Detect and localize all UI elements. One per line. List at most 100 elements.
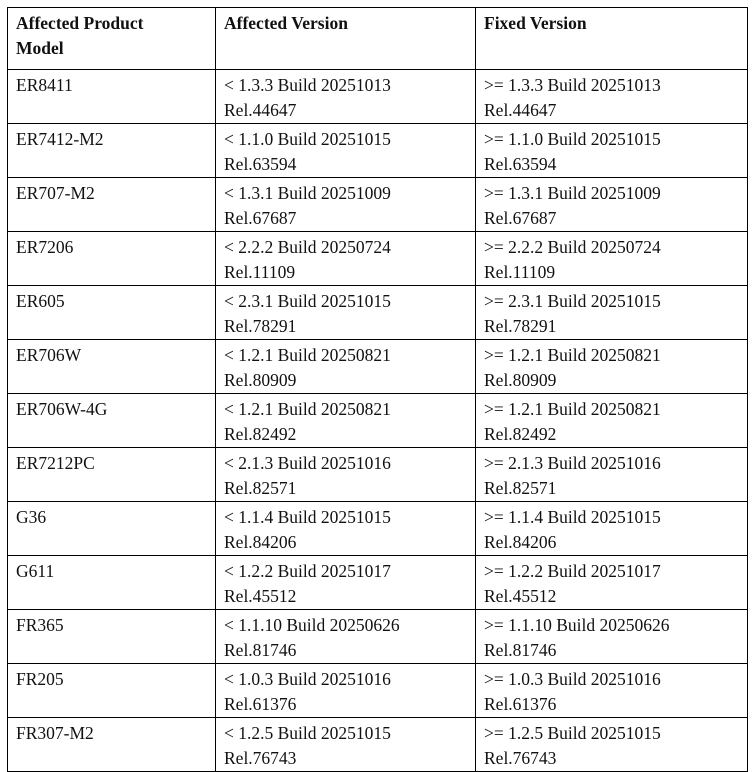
model-cell: FR205 — [7, 663, 216, 718]
header-cell: Affected Product Model — [7, 7, 216, 70]
version-line: >= 1.2.1 Build 20250821 — [484, 345, 661, 365]
version-line: Rel.63594 — [484, 154, 557, 174]
version-line: >= 1.2.2 Build 20251017 — [484, 561, 661, 581]
model-cell: ER7212PC — [7, 447, 216, 502]
version-line: >= 1.1.10 Build 20250626 — [484, 615, 670, 635]
version-line: >= 1.2.1 Build 20250821 — [484, 399, 661, 419]
version-line: Rel.80909 — [224, 370, 297, 390]
table-row: ER8411 < 1.3.3 Build 20251013 Rel.44647 >= … — [7, 69, 748, 124]
table-row: ER706W-4G < 1.2.1 Build 20250821 Rel.82492… — [7, 393, 748, 448]
model-name: ER7206 — [16, 237, 74, 257]
version-line: < 1.2.1 Build 20250821 — [224, 399, 391, 419]
version-line: < 1.2.5 Build 20251015 — [224, 723, 391, 743]
version-line: Rel.63594 — [224, 154, 297, 174]
model-name: ER7412-M2 — [16, 129, 104, 149]
version-line: Rel.61376 — [484, 694, 557, 714]
version-line: < 1.1.0 Build 20251015 — [224, 129, 391, 149]
affected-version-cell: < 1.1.4 Build 20251015 Rel.84206 — [215, 501, 476, 556]
model-cell: ER605 — [7, 285, 216, 340]
version-line: < 1.0.3 Build 20251016 — [224, 669, 391, 689]
fixed-version-cell: >= 1.3.3 Build 20251013 Rel.44647 — [475, 69, 748, 124]
affected-version-cell: < 2.3.1 Build 20251015 Rel.78291 — [215, 285, 476, 340]
fixed-version-cell: >= 2.3.1 Build 20251015 Rel.78291 — [475, 285, 748, 340]
version-line: < 1.1.4 Build 20251015 — [224, 507, 391, 527]
fixed-version-cell: >= 1.0.3 Build 20251016 Rel.61376 — [475, 663, 748, 718]
model-name: FR205 — [16, 669, 64, 689]
table-row: ER7412-M2 < 1.1.0 Build 20251015 Rel.63594… — [7, 123, 748, 178]
affected-version-cell: < 2.2.2 Build 20250724 Rel.11109 — [215, 231, 476, 286]
version-line: Rel.44647 — [484, 100, 557, 120]
model-name: ER706W — [16, 345, 82, 365]
version-line: >= 2.1.3 Build 20251016 — [484, 453, 661, 473]
version-line: >= 1.2.5 Build 20251015 — [484, 723, 661, 743]
version-line: Rel.84206 — [224, 532, 297, 552]
version-line: < 1.1.10 Build 20250626 — [224, 615, 400, 635]
table-row: FR365 < 1.1.10 Build 20250626 Rel.81746 >= … — [7, 609, 748, 664]
version-line: < 1.3.3 Build 20251013 — [224, 75, 391, 95]
version-line: Rel.84206 — [484, 532, 557, 552]
affected-version-cell: < 1.2.1 Build 20250821 Rel.82492 — [215, 393, 476, 448]
header-text: Affected Version — [224, 13, 348, 33]
table-row: FR205 < 1.0.3 Build 20251016 Rel.61376 >= 1… — [7, 663, 748, 718]
version-line: >= 2.2.2 Build 20250724 — [484, 237, 661, 257]
version-line: Rel.67687 — [484, 208, 557, 228]
model-cell: G611 — [7, 555, 216, 610]
header-row: Affected Product Model Affected Version Fi… — [7, 7, 748, 70]
version-line: Rel.76743 — [224, 748, 297, 768]
version-line: Rel.82492 — [224, 424, 297, 444]
model-cell: G36 — [7, 501, 216, 556]
model-name: FR307-M2 — [16, 723, 94, 743]
version-line: Rel.61376 — [224, 694, 297, 714]
model-cell: ER706W — [7, 339, 216, 394]
affected-version-cell: < 1.3.3 Build 20251013 Rel.44647 — [215, 69, 476, 124]
version-line: Rel.76743 — [484, 748, 557, 768]
version-line: Rel.82492 — [484, 424, 557, 444]
fixed-version-cell: >= 1.2.1 Build 20250821 Rel.80909 — [475, 339, 748, 394]
model-name: FR365 — [16, 615, 64, 635]
version-line: Rel.78291 — [224, 316, 297, 336]
version-line: Rel.44647 — [224, 100, 297, 120]
version-line: >= 1.1.4 Build 20251015 — [484, 507, 661, 527]
version-line: Rel.81746 — [224, 640, 297, 660]
header-text: Fixed Version — [484, 13, 587, 33]
table-row: ER7206 < 2.2.2 Build 20250724 Rel.11109 >= … — [7, 231, 748, 286]
fixed-version-cell: >= 1.1.4 Build 20251015 Rel.84206 — [475, 501, 748, 556]
model-cell: FR365 — [7, 609, 216, 664]
version-line: Rel.45512 — [484, 586, 557, 606]
page: Affected Product Model Affected Version Fi… — [7, 7, 748, 772]
version-line: >= 2.3.1 Build 20251015 — [484, 291, 661, 311]
fixed-version-cell: >= 1.2.1 Build 20250821 Rel.82492 — [475, 393, 748, 448]
version-line: >= 1.3.1 Build 20251009 — [484, 183, 661, 203]
version-line: Rel.82571 — [224, 478, 297, 498]
fixed-version-cell: >= 2.1.3 Build 20251016 Rel.82571 — [475, 447, 748, 502]
version-line: < 1.2.2 Build 20251017 — [224, 561, 391, 581]
fixed-version-cell: >= 1.1.0 Build 20251015 Rel.63594 — [475, 123, 748, 178]
version-line: Rel.81746 — [484, 640, 557, 660]
table-row: ER707-M2 < 1.3.1 Build 20251009 Rel.67687 >… — [7, 177, 748, 232]
version-line: < 2.3.1 Build 20251015 — [224, 291, 391, 311]
table-row: G611 < 1.2.2 Build 20251017 Rel.45512 >= 1.… — [7, 555, 748, 610]
version-line: < 2.2.2 Build 20250724 — [224, 237, 391, 257]
version-line: < 1.2.1 Build 20250821 — [224, 345, 391, 365]
vulnerability-table: Affected Product Model Affected Version Fi… — [7, 7, 748, 772]
version-line: Rel.67687 — [224, 208, 297, 228]
model-name: ER707-M2 — [16, 183, 95, 203]
model-name: ER7212PC — [16, 453, 95, 473]
model-name: G36 — [16, 507, 47, 527]
version-line: Rel.45512 — [224, 586, 297, 606]
version-line: >= 1.0.3 Build 20251016 — [484, 669, 661, 689]
version-line: < 2.1.3 Build 20251016 — [224, 453, 391, 473]
version-line: Rel.11109 — [224, 262, 296, 282]
affected-version-cell: < 1.2.1 Build 20250821 Rel.80909 — [215, 339, 476, 394]
affected-version-cell: < 1.1.0 Build 20251015 Rel.63594 — [215, 123, 476, 178]
header-text: Affected Product Model — [16, 13, 144, 58]
table-row: ER605 < 2.3.1 Build 20251015 Rel.78291 >= 2… — [7, 285, 748, 340]
header-cell: Affected Version — [215, 7, 476, 70]
model-cell: ER7412-M2 — [7, 123, 216, 178]
table-body: ER8411 < 1.3.3 Build 20251013 Rel.44647 >= … — [7, 69, 748, 772]
model-name: ER605 — [16, 291, 65, 311]
model-cell: ER706W-4G — [7, 393, 216, 448]
version-line: >= 1.3.3 Build 20251013 — [484, 75, 661, 95]
version-line: Rel.80909 — [484, 370, 557, 390]
table-row: G36 < 1.1.4 Build 20251015 Rel.84206 >= 1.1… — [7, 501, 748, 556]
